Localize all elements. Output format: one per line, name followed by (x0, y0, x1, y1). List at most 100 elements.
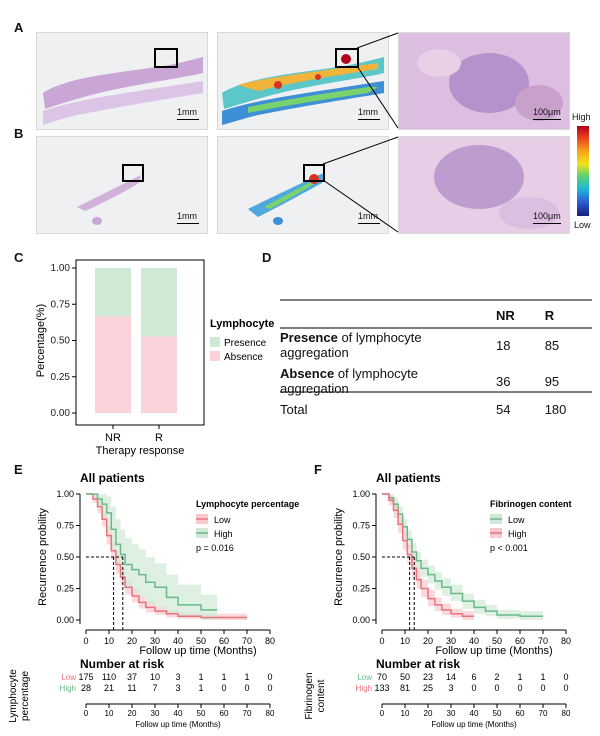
risk-count: 110 (102, 672, 116, 682)
legend-swatch-high (490, 528, 502, 538)
risk-count: 0 (244, 683, 249, 693)
km-curve-high (382, 493, 474, 617)
risk-row-name-high: High (60, 684, 76, 693)
col-nr-header: NR (496, 308, 515, 323)
p-value: p = 0.016 (196, 543, 234, 553)
risk-count: 10 (150, 672, 160, 682)
risk-count: 0 (221, 683, 226, 693)
heatmap-colorbar (577, 126, 589, 216)
panel-a-zoom-slide: 100μm (398, 32, 570, 130)
scale-bar (358, 223, 380, 224)
row-label: Total (280, 402, 308, 417)
risk-x-tick-label: 20 (424, 709, 433, 718)
plot-frame (75, 259, 205, 426)
panel-label-b: B (14, 126, 24, 141)
risk-count: 0 (267, 683, 272, 693)
risk-count: 0 (540, 683, 545, 693)
cell-r: 180 (544, 402, 567, 417)
scale-bar (533, 223, 561, 224)
he-zoom-image (399, 33, 569, 129)
risk-count: 133 (374, 683, 389, 693)
risk-count: 0 (563, 672, 568, 682)
scale-label: 1mm (177, 211, 197, 221)
scale-bar (533, 119, 561, 120)
risk-x-tick-label: 70 (539, 709, 548, 718)
risk-count: 21 (104, 683, 114, 693)
risk-count: 175 (78, 672, 93, 682)
x-tick-label: 60 (515, 636, 525, 646)
x-tick-label: 60 (219, 636, 229, 646)
x-tick-label: 30 (150, 636, 160, 646)
x-tick-label: 80 (265, 636, 275, 646)
risk-row-name-low: Low (357, 673, 372, 682)
legend-item-low: Low (508, 515, 525, 525)
cell-nr: 36 (496, 373, 511, 389)
risk-table-title: Number at risk (80, 657, 164, 671)
x-tick-label: 30 (446, 636, 456, 646)
y-tick-label: 0.00 (51, 408, 71, 419)
he-zoom-image (399, 137, 569, 233)
km-curve-high (86, 493, 218, 611)
bar-segment-presence (95, 268, 131, 317)
heatmap-tissue-image (248, 164, 325, 225)
risk-count: 0 (563, 683, 568, 693)
panel-a-he-slide: 1mm (36, 32, 208, 130)
colorbar-high-label: High (572, 112, 591, 122)
risk-count: 0 (494, 683, 499, 693)
scale-label: 100μm (533, 211, 561, 221)
panel-b-he-slide: 1mm (36, 136, 208, 234)
km-curve-low (382, 493, 543, 617)
he-tissue-image (77, 164, 144, 225)
risk-label-line: Lymphocyte (8, 669, 19, 723)
risk-count: 7 (152, 683, 157, 693)
cell-r: 85 (544, 337, 560, 353)
legend-swatch-presence (210, 337, 220, 347)
scale-bar (358, 119, 380, 120)
risk-x-tick-label: 80 (266, 709, 275, 718)
table-row: Total 54 180 (274, 399, 592, 420)
risk-x-tick-label: 80 (562, 709, 571, 718)
risk-x-tick-label: 10 (105, 709, 114, 718)
risk-table-label: Lymphocytepercentage (8, 669, 31, 723)
risk-count: 1 (244, 672, 249, 682)
risk-x-axis-label: Follow up time (Months) (431, 720, 517, 729)
col-r-header: R (544, 308, 555, 323)
risk-x-tick-label: 60 (516, 709, 525, 718)
row-key: Absence (280, 366, 335, 381)
panel-a-heatmap-slide: 1mm (217, 32, 389, 130)
x-axis-label: Therapy response (96, 445, 185, 457)
row-key: Presence (280, 330, 338, 345)
y-tick-label: 0.00 (352, 615, 370, 625)
y-tick-label: 0.00 (56, 615, 74, 625)
scale-bar (177, 223, 199, 224)
panel-label-a: A (14, 20, 24, 35)
y-tick-label: 0.25 (51, 372, 71, 383)
row-label: of lymphocyte aggregation (280, 366, 419, 396)
table-row: Absence of lymphocyte aggregation 36 95 (274, 363, 592, 399)
risk-count: 11 (127, 683, 136, 693)
x-tick-label: 40 (469, 636, 479, 646)
cell-nr: 18 (496, 337, 511, 353)
risk-count: 1 (198, 672, 203, 682)
y-tick-label: 0.25 (56, 584, 74, 594)
legend-title: Lymphocyte (210, 318, 274, 330)
risk-x-tick-label: 0 (84, 709, 89, 718)
y-axis-label: Percentage(%) (35, 304, 47, 377)
y-tick-label: 1.00 (352, 489, 370, 499)
risk-count: 81 (400, 683, 410, 693)
scale-bar (177, 119, 199, 120)
panel-b-heatmap-slide: 1mm (217, 136, 389, 234)
scale-label: 1mm (177, 107, 197, 117)
x-tick-label: 50 (196, 636, 206, 646)
risk-count: 1 (221, 672, 226, 682)
risk-x-tick-label: 50 (493, 709, 502, 718)
x-tick-label: NR (105, 432, 121, 444)
risk-count: 25 (423, 683, 433, 693)
x-axis-label: Follow up time (Months) (435, 645, 552, 657)
legend-title: Lymphocyte percentage (196, 499, 299, 509)
risk-label-line: percentage (20, 671, 31, 721)
y-tick-label: 0.75 (352, 521, 370, 531)
legend-item-presence: Presence (224, 338, 267, 349)
y-tick-label: 0.75 (56, 521, 74, 531)
risk-row-name-low: Low (61, 673, 76, 682)
